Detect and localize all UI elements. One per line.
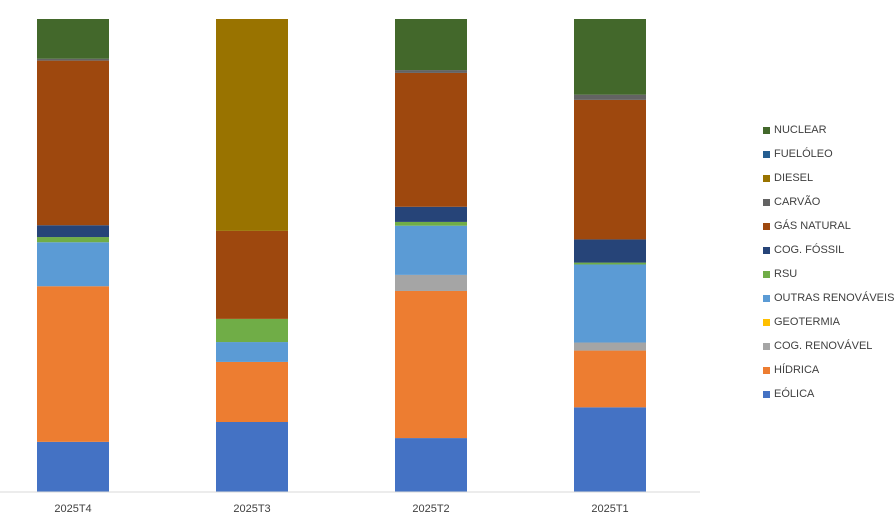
bar-segment-2025T1-0 xyxy=(574,407,646,492)
bar-segment-2025T4-5 xyxy=(37,237,109,243)
bar-segment-2025T1-5 xyxy=(574,262,646,265)
bar-segment-2025T4-4 xyxy=(37,242,109,287)
legend-item: EÓLICA xyxy=(763,382,895,406)
legend-label: RSU xyxy=(774,268,798,280)
legend-item: HÍDRICA xyxy=(763,358,895,382)
legend-item: RSU xyxy=(763,262,895,286)
bar-segment-2025T4-11 xyxy=(37,19,109,59)
legend-swatch xyxy=(763,198,770,206)
bar-segment-2025T4-0 xyxy=(37,441,109,492)
legend-item: GEOTERMIA xyxy=(763,310,895,334)
legend-swatch xyxy=(763,270,770,278)
bar-segment-2025T2-6 xyxy=(395,206,467,222)
bar-segment-2025T3-7 xyxy=(216,230,288,319)
bar-segment-2025T3-5 xyxy=(216,318,288,343)
legend-label: DIESEL xyxy=(774,172,814,184)
legend: NUCLEAR FUELÓLEO DIESEL CARVÃO GÁS NATURAL CO… xyxy=(763,118,895,406)
bar-segment-2025T1-6 xyxy=(574,239,646,263)
bar-segment-2025T3-4 xyxy=(216,342,288,362)
bar-segment-2025T2-7 xyxy=(395,72,467,207)
legend-swatch xyxy=(763,222,770,230)
legend-label: FUELÓLEO xyxy=(774,148,833,160)
legend-label: OUTRAS RENOVÁVEIS xyxy=(774,292,895,304)
legend-label: GEOTERMIA xyxy=(774,316,841,328)
x-tick-label: 2025T2 xyxy=(412,503,449,515)
bar-segment-2025T1-8 xyxy=(574,94,646,100)
legend-label: GÁS NATURAL xyxy=(774,220,851,232)
bar-segment-2025T4-7 xyxy=(37,60,109,226)
legend-item: DIESEL xyxy=(763,166,895,190)
legend-label: COG. RENOVÁVEL xyxy=(774,340,873,352)
bar-segment-2025T3-1 xyxy=(216,361,288,422)
x-tick-label: 2025T1 xyxy=(591,503,628,515)
legend-item: COG. FÓSSIL xyxy=(763,238,895,262)
x-tick-label: 2025T4 xyxy=(54,503,91,515)
legend-swatch xyxy=(763,318,770,326)
bar-segment-2025T1-1 xyxy=(574,350,646,408)
bar-segment-2025T4-6 xyxy=(37,225,109,238)
legend-label: COG. FÓSSIL xyxy=(774,244,845,256)
bar-segment-2025T3-0 xyxy=(216,421,288,492)
bar-segment-2025T1-4 xyxy=(574,264,646,343)
bar-segment-2025T2-0 xyxy=(395,438,467,492)
legend-swatch xyxy=(763,126,770,134)
legend-item: COG. RENOVÁVEL xyxy=(763,334,895,358)
legend-item: NUCLEAR xyxy=(763,118,895,142)
bar-segment-2025T4-1 xyxy=(37,286,109,442)
bar-segment-2025T2-8 xyxy=(395,70,467,73)
legend-label: CARVÃO xyxy=(774,196,821,208)
x-axis-tick-labels: 2025T4 2025T3 2025T2 2025T1 xyxy=(54,503,628,515)
legend-swatch xyxy=(763,366,770,374)
bar-segment-2025T1-11 xyxy=(574,19,646,95)
x-tick-label: 2025T3 xyxy=(233,503,270,515)
legend-item: FUELÓLEO xyxy=(763,142,895,166)
legend-swatch xyxy=(763,246,770,254)
legend-label: EÓLICA xyxy=(774,388,815,400)
bar-segment-2025T2-2 xyxy=(395,274,467,291)
legend-item: OUTRAS RENOVÁVEIS xyxy=(763,286,895,310)
bar-segment-2025T2-5 xyxy=(395,221,467,226)
bar-segment-2025T2-11 xyxy=(395,19,467,71)
bar-segment-2025T2-4 xyxy=(395,225,467,275)
legend-item: GÁS NATURAL xyxy=(763,214,895,238)
legend-label: HÍDRICA xyxy=(774,364,820,376)
bar-segment-2025T4-8 xyxy=(37,58,109,61)
legend-swatch xyxy=(763,294,770,302)
bar-segment-2025T3-9 xyxy=(216,19,288,231)
bar-segment-2025T1-2 xyxy=(574,342,646,351)
bar-segment-2025T2-1 xyxy=(395,290,467,439)
bar-segment-2025T1-7 xyxy=(574,99,646,240)
legend-label: NUCLEAR xyxy=(774,124,827,136)
legend-swatch xyxy=(763,174,770,182)
legend-item: CARVÃO xyxy=(763,190,895,214)
bar-stacks xyxy=(37,19,646,492)
legend-swatch xyxy=(763,150,770,158)
legend-swatch xyxy=(763,390,770,398)
legend-swatch xyxy=(763,342,770,350)
